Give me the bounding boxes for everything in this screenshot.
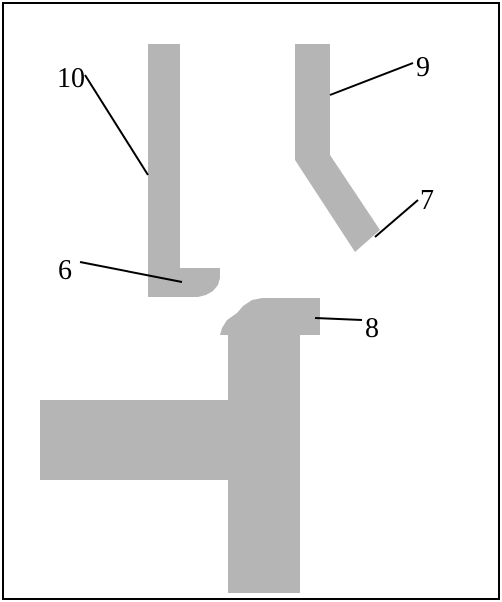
leader-lines [80, 63, 418, 320]
label-9: 9 [416, 52, 430, 84]
left-arm-shape [148, 44, 220, 297]
diagram-stage: 10 9 7 6 8 [0, 0, 502, 602]
label-7: 7 [420, 185, 434, 217]
label-6: 6 [58, 255, 72, 287]
main-body-shape [40, 298, 320, 593]
right-arm-shape [295, 44, 380, 252]
leader-10 [85, 75, 148, 175]
label-10: 10 [57, 63, 85, 95]
leader-7 [375, 200, 418, 237]
leader-9 [330, 63, 413, 95]
leader-8 [315, 318, 362, 320]
label-8: 8 [365, 313, 379, 345]
